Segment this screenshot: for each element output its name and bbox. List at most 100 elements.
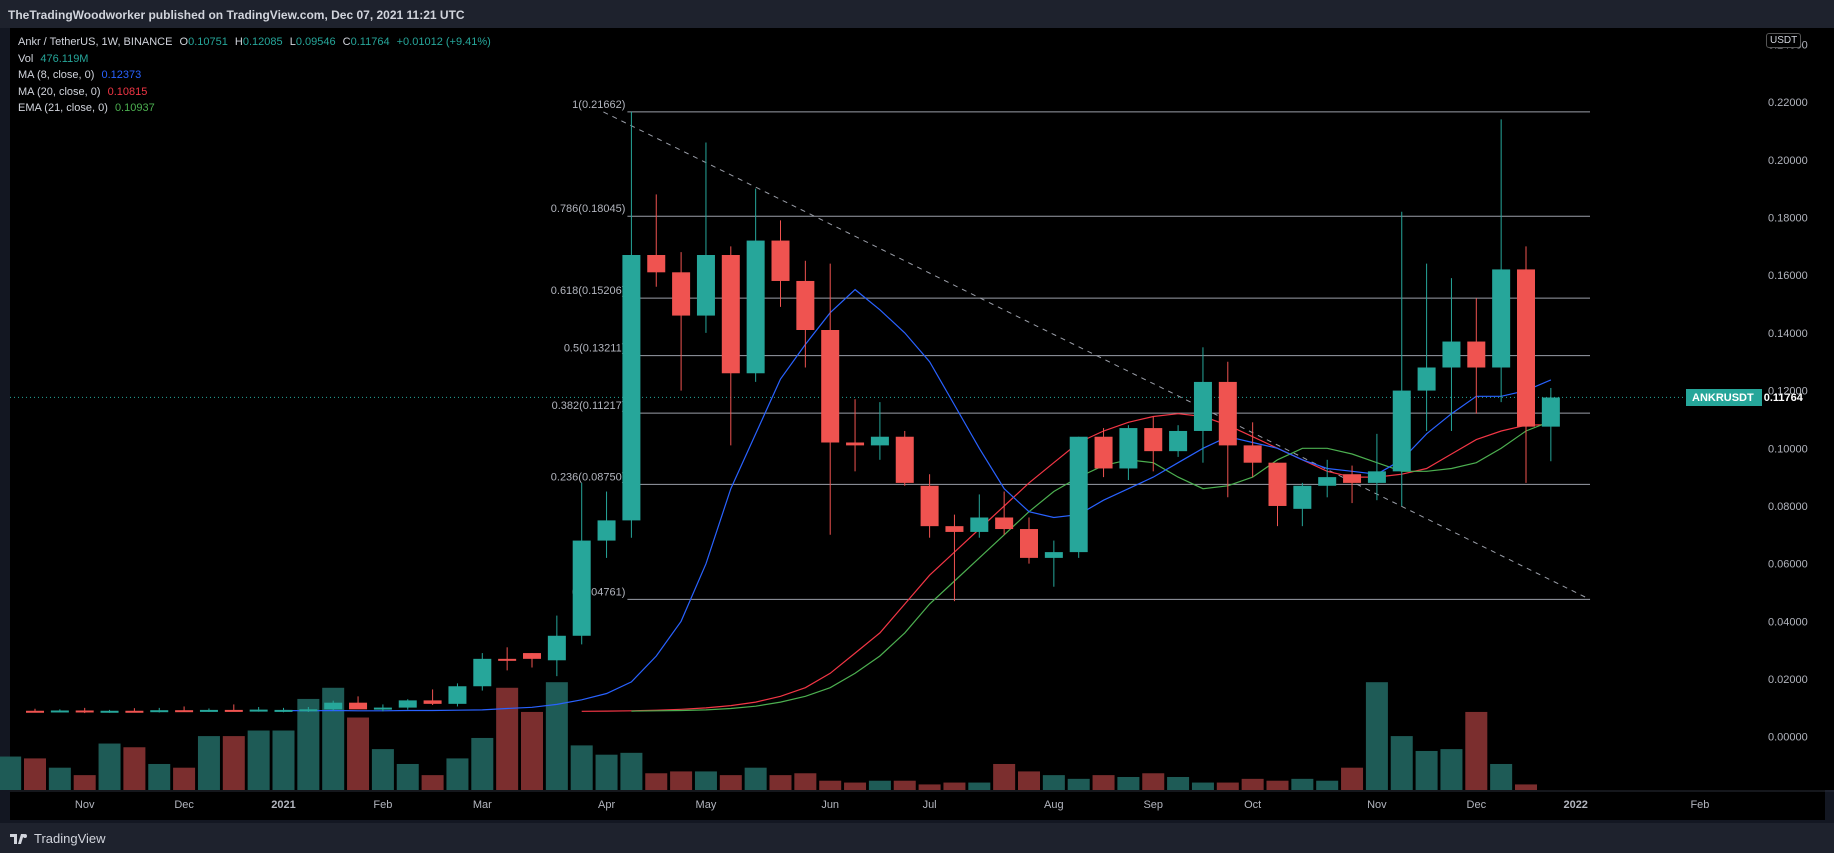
candle-body[interactable] [1169, 430, 1188, 452]
candle-body[interactable] [1417, 367, 1436, 391]
volume-bar [496, 687, 519, 790]
candle-body[interactable] [1243, 445, 1262, 463]
candle-body[interactable] [870, 436, 889, 446]
candle-body[interactable] [1044, 552, 1063, 558]
candle-body[interactable] [1541, 397, 1560, 427]
candle-body[interactable] [175, 710, 194, 713]
candle-body[interactable] [50, 710, 69, 713]
candle-body[interactable] [75, 710, 94, 713]
candle-body[interactable] [1094, 436, 1113, 469]
candle-body[interactable] [970, 517, 989, 532]
candle-body[interactable] [1492, 269, 1511, 368]
candle-body[interactable] [1144, 428, 1163, 452]
volume-bar [1191, 782, 1214, 790]
candle-body[interactable] [1069, 436, 1088, 553]
price-axis[interactable] [1762, 28, 1834, 790]
candle-body[interactable] [423, 700, 442, 704]
volume-bar [24, 758, 46, 790]
ema21-line [631, 420, 1552, 712]
candle-body[interactable] [1268, 462, 1287, 506]
candle-body[interactable] [324, 702, 343, 710]
candle-body[interactable] [1517, 269, 1535, 427]
candle-body[interactable] [199, 709, 218, 712]
candle-body[interactable] [721, 255, 740, 374]
legend-ma8-row[interactable]: MA (8, close, 0) 0.12373 [18, 67, 495, 84]
volume-bar [48, 767, 71, 790]
time-tick-label: 2022 [1563, 799, 1587, 811]
candle-body[interactable] [547, 635, 566, 661]
candle-body[interactable] [846, 442, 865, 446]
volume-bar [1316, 780, 1339, 790]
candle-body[interactable] [1119, 428, 1138, 469]
volume-bar [1490, 763, 1513, 790]
candle-body[interactable] [696, 255, 715, 316]
candle-body[interactable] [771, 240, 790, 281]
volume-bar [620, 752, 643, 790]
candle-body[interactable] [1318, 477, 1337, 486]
legend-change: +0.01012 (+9.41%) [396, 36, 491, 48]
candle-body[interactable] [448, 686, 467, 704]
publish-info: TheTradingWoodworker published on Tradin… [8, 8, 465, 22]
time-tick-label: Dec [174, 799, 194, 811]
time-axis[interactable] [10, 790, 1762, 818]
fib-level-label: 0.618(0.15206) [551, 285, 626, 297]
candle-body[interactable] [373, 707, 392, 710]
candle-body[interactable] [473, 658, 492, 687]
candle-body[interactable] [299, 709, 318, 712]
candle-body[interactable] [1367, 471, 1386, 483]
candle-body[interactable] [1343, 474, 1362, 483]
candle-body[interactable] [1218, 381, 1237, 446]
candle-body[interactable] [1467, 341, 1486, 368]
tradingview-brand[interactable]: TradingView [10, 831, 106, 846]
legend-symbol[interactable]: Ankr / TetherUS, 1W, BINANCE [18, 36, 173, 48]
legend-ma20-row[interactable]: MA (20, close, 0) 0.10815 [18, 84, 495, 101]
candle-body[interactable] [349, 702, 368, 710]
candle-body[interactable] [796, 280, 815, 330]
legend-ema21-row[interactable]: EMA (21, close, 0) 0.10937 [18, 100, 495, 117]
candle-body[interactable] [821, 330, 840, 443]
candle-body[interactable] [1392, 390, 1411, 472]
time-tick-label: 2021 [271, 799, 295, 811]
candle-body[interactable] [224, 709, 243, 712]
candle-body[interactable] [746, 240, 765, 374]
candle-body[interactable] [597, 520, 616, 541]
candle-body[interactable] [1442, 341, 1461, 368]
candle-body[interactable] [150, 710, 169, 713]
time-tick-label: Jul [923, 799, 937, 811]
candle-body[interactable] [26, 710, 44, 713]
candle-body[interactable] [100, 710, 119, 713]
volume-bar [1465, 711, 1488, 790]
volume-bar [446, 758, 469, 790]
currency-badge[interactable]: USDT [1766, 33, 1802, 48]
volume-bar [1515, 784, 1537, 790]
legend-low: 0.09546 [295, 36, 336, 48]
candle-body[interactable] [920, 485, 939, 527]
candle-body[interactable] [1020, 529, 1038, 558]
candle-body[interactable] [572, 540, 591, 636]
candle-body[interactable] [995, 517, 1014, 530]
volume-bar [545, 682, 568, 790]
candle-body[interactable] [672, 272, 691, 316]
fib-level-label: 0.382(0.11217) [552, 400, 626, 412]
volume-bar [421, 775, 444, 790]
legend-high: 0.12085 [242, 36, 283, 48]
candle-body[interactable] [1193, 381, 1212, 431]
candle-body[interactable] [622, 255, 641, 521]
candle-body[interactable] [498, 658, 517, 661]
legend-vol-row[interactable]: Vol 476.119M [18, 51, 495, 68]
candle-body[interactable] [274, 709, 293, 712]
candle-body[interactable] [895, 436, 914, 483]
trendline[interactable] [603, 111, 1591, 600]
price-tick-label: 0.18000 [1768, 213, 1808, 225]
candle-body[interactable] [125, 710, 144, 713]
candle-body[interactable] [1293, 485, 1312, 509]
candle-body[interactable] [945, 526, 964, 532]
candle-body[interactable] [249, 709, 268, 712]
candle-body[interactable] [647, 255, 666, 273]
time-tick-label: Oct [1244, 799, 1261, 811]
candle-body[interactable] [398, 700, 417, 708]
volume-bar [1018, 771, 1040, 790]
legend: Ankr / TetherUS, 1W, BINANCE O0.10751 H0… [18, 34, 495, 117]
candle-body[interactable] [523, 653, 541, 659]
